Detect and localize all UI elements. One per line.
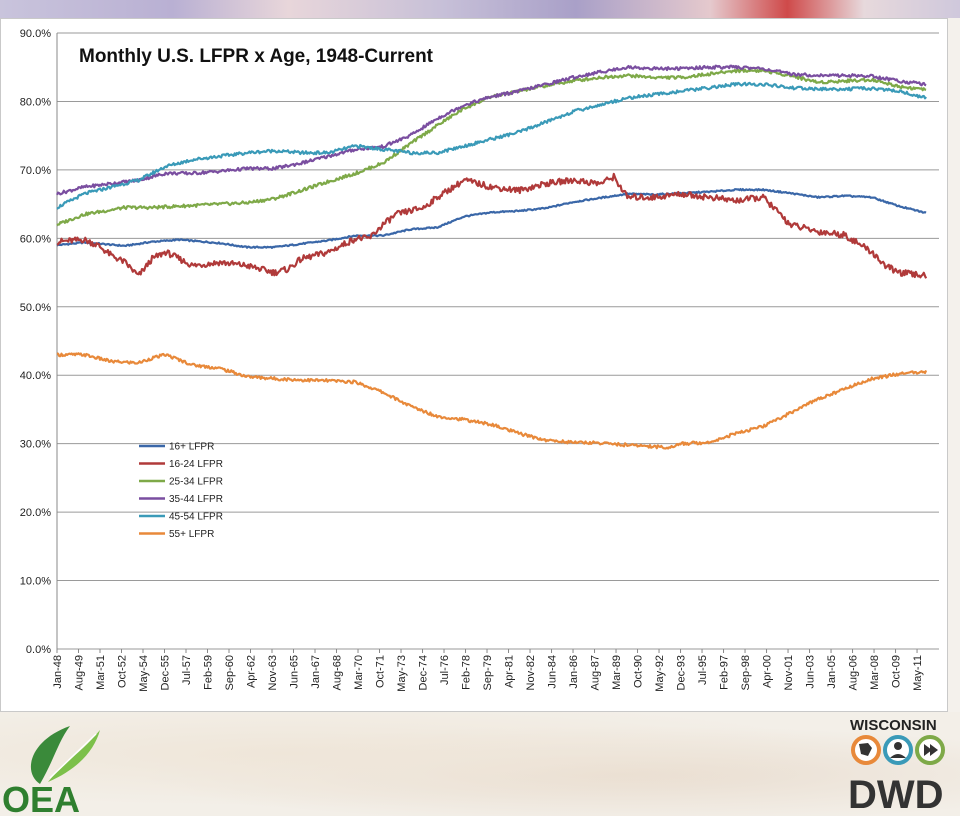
leaf-shape bbox=[30, 726, 70, 784]
x-tick-label: Jul-95 bbox=[697, 655, 709, 685]
legend-label: 25-34 LFPR bbox=[169, 477, 223, 488]
x-tick-label: Feb-97 bbox=[719, 655, 731, 690]
leaf-shape-2 bbox=[48, 730, 100, 782]
x-tick-label: Mar-89 bbox=[611, 655, 623, 690]
x-tick-label: Nov-01 bbox=[783, 655, 795, 690]
x-tick-label: Apr-00 bbox=[762, 655, 774, 688]
chart-frame: 0.0% 10.0% 20.0% 30.0% 40.0% 50.0% 60.0% 70.0% 8… bbox=[0, 18, 948, 712]
x-tick-label: May-73 bbox=[396, 655, 408, 692]
x-tick-label: Aug-87 bbox=[590, 655, 602, 690]
y-tick-label: 20.0% bbox=[20, 507, 51, 519]
x-tick-label: Sep-79 bbox=[482, 655, 494, 690]
series-line-16-lfpr bbox=[56, 188, 927, 249]
x-tick-label: Apr-81 bbox=[504, 655, 516, 688]
x-tick-label: Oct-52 bbox=[117, 655, 129, 688]
x-tick-label: Sep-60 bbox=[224, 655, 236, 690]
legend-label: 35-44 LFPR bbox=[169, 494, 223, 505]
x-tick-label: Oct-90 bbox=[633, 655, 645, 688]
series-line-35-44-lfpr bbox=[56, 64, 927, 196]
dwd-logo-state: WISCONSIN bbox=[850, 717, 937, 734]
x-tick-label: Mar-70 bbox=[353, 655, 365, 690]
lfpr-line-chart: 0.0% 10.0% 20.0% 30.0% 40.0% 50.0% 60.0% 70.0% 8… bbox=[20, 28, 939, 692]
legend-label: 55+ LFPR bbox=[169, 529, 214, 540]
x-tick-label: May-11 bbox=[912, 655, 924, 691]
series-line-16-24-lfpr bbox=[56, 172, 928, 279]
x-tick-label: Oct-09 bbox=[891, 655, 903, 688]
x-tick-label: Jan-86 bbox=[568, 655, 580, 689]
y-tick-label: 0.0% bbox=[26, 644, 51, 656]
x-tick-label: Jul-57 bbox=[181, 655, 193, 685]
x-tick-label: Jun-65 bbox=[289, 655, 301, 689]
state-shape-icon bbox=[859, 743, 872, 756]
x-tick-label: Dec-55 bbox=[160, 655, 172, 690]
x-tick-label: Mar-51 bbox=[95, 655, 107, 690]
x-tick-label: Nov-63 bbox=[267, 655, 279, 690]
x-tick-label: Aug-49 bbox=[74, 655, 86, 690]
x-tick-label: Sep-98 bbox=[740, 655, 752, 690]
wisconsin-dwd-logo: WISCONSIN DWD bbox=[848, 717, 945, 816]
x-tick-label: Dec-74 bbox=[418, 655, 430, 690]
x-tick-label: Nov-82 bbox=[525, 655, 537, 690]
y-tick-label: 70.0% bbox=[20, 165, 51, 177]
x-tick-label: Apr-62 bbox=[246, 655, 258, 688]
x-tick-label: Jan-67 bbox=[310, 655, 322, 689]
y-tick-label: 40.0% bbox=[20, 370, 51, 382]
oea-logo-text: OEA bbox=[2, 779, 80, 816]
person-icon bbox=[894, 742, 902, 750]
x-tick-label: Jan-05 bbox=[826, 655, 838, 689]
y-tick-label: 80.0% bbox=[20, 96, 51, 108]
x-tick-label: Aug-06 bbox=[848, 655, 860, 690]
dwd-logo-text: DWD bbox=[848, 773, 944, 816]
leaf-arrow-line bbox=[49, 733, 97, 779]
y-tick-label: 60.0% bbox=[20, 233, 51, 245]
x-tick-label: Jul-76 bbox=[439, 655, 451, 685]
forward-arrows-icon bbox=[924, 744, 938, 756]
y-tick-label: 10.0% bbox=[20, 576, 51, 588]
x-tick-label: Jun-03 bbox=[805, 655, 817, 689]
legend-label: 16+ LFPR bbox=[169, 442, 214, 453]
legend-label: 16-24 LFPR bbox=[169, 459, 223, 470]
y-tick-label: 50.0% bbox=[20, 302, 51, 314]
x-tick-label: May-92 bbox=[654, 655, 666, 692]
x-tick-label: Jan-48 bbox=[52, 655, 64, 689]
series-line-45-54-lfpr bbox=[56, 81, 927, 210]
series-line-55-lfpr bbox=[56, 352, 928, 450]
y-tick-label: 90.0% bbox=[20, 28, 51, 40]
chart-title: Monthly U.S. LFPR x Age, 1948-Current bbox=[79, 46, 434, 67]
person-icon-body bbox=[890, 754, 906, 758]
decorative-flag-band bbox=[0, 0, 960, 18]
decorative-footer-band bbox=[0, 712, 960, 816]
x-tick-label: May-54 bbox=[138, 655, 150, 692]
x-tick-label: Mar-08 bbox=[869, 655, 881, 690]
y-tick-label: 30.0% bbox=[20, 439, 51, 451]
x-tick-label: Feb-59 bbox=[203, 655, 215, 690]
oea-logo: OEA bbox=[2, 726, 100, 816]
series-line-25-34-lfpr bbox=[56, 68, 927, 227]
x-tick-label: Jun-84 bbox=[547, 655, 559, 689]
x-tick-label: Oct-71 bbox=[375, 655, 387, 688]
legend-label: 45-54 LFPR bbox=[169, 512, 223, 523]
x-tick-label: Feb-78 bbox=[461, 655, 473, 690]
x-tick-label: Dec-93 bbox=[676, 655, 688, 690]
x-tick-label: Aug-68 bbox=[332, 655, 344, 690]
